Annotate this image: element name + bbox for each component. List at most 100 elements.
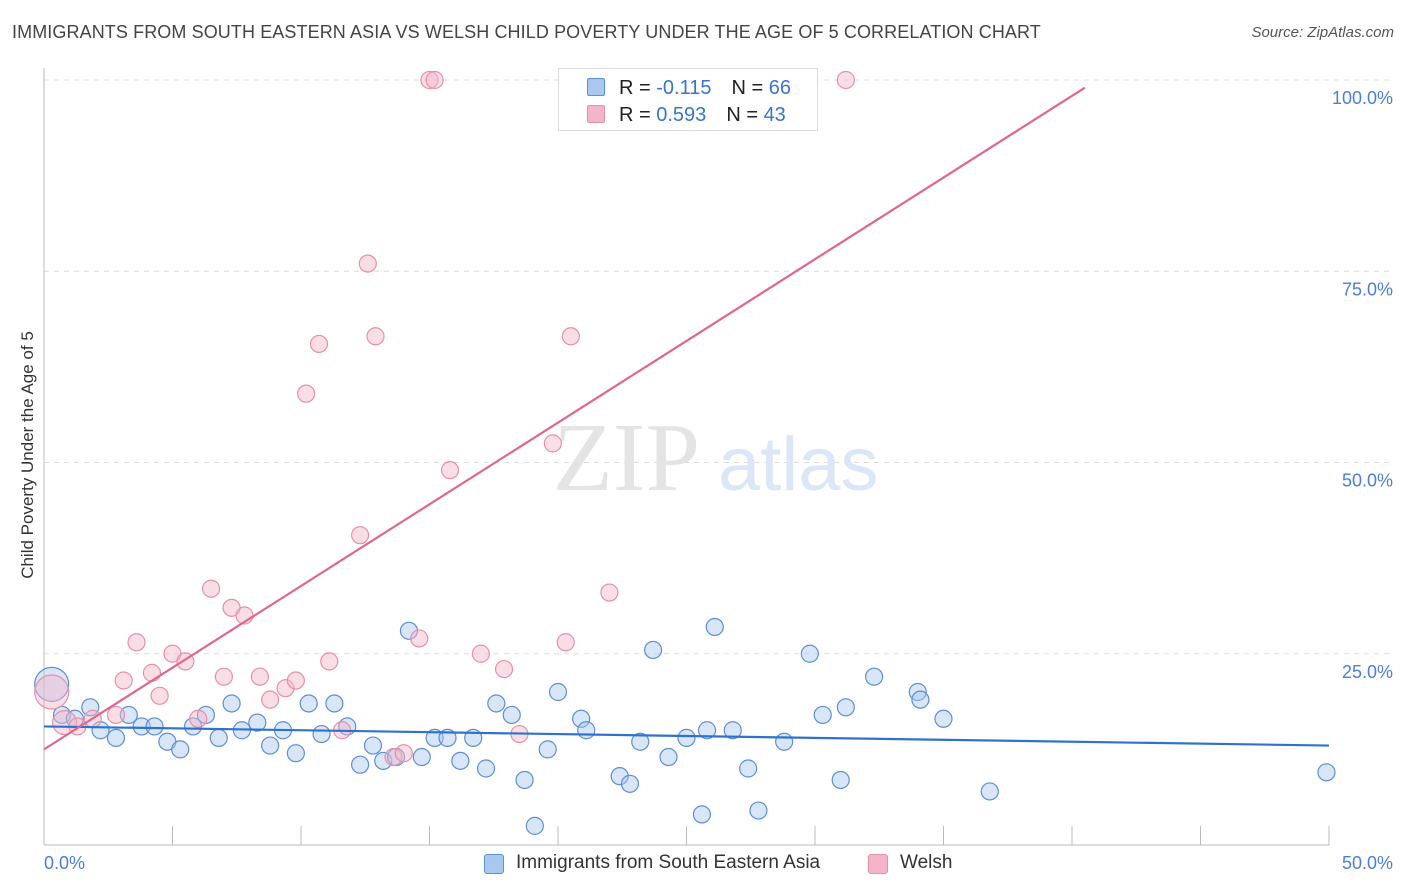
blue-point [723,721,742,740]
chart-source: Source: ZipAtlas.com [1251,24,1394,41]
blue-point [145,717,164,736]
legend-r-label: R = [619,77,657,99]
pink-point [543,434,562,453]
legend-n-value: 43 [763,104,786,126]
blue-point [222,694,241,713]
blue-point [538,740,557,759]
trend-lines [43,86,1330,751]
legend-swatch-blue [587,78,605,96]
pink-point [556,633,575,652]
y-tick-label: 50.0% [1342,471,1393,491]
pink-point [250,667,269,686]
blue-point [399,621,419,640]
blue-point [813,705,832,725]
blue-point [81,698,100,717]
pink-point [214,667,233,686]
watermark: ZIP atlas [553,404,879,512]
y-tick-label: 25.0% [1342,662,1393,682]
blue-point [502,705,521,725]
legend-r-label: R = [619,104,657,126]
x-tick-label: 50.0% [1342,853,1393,873]
pink-point [286,671,305,690]
blue-point [705,617,724,637]
blue-point [312,724,331,744]
blue-point [171,740,190,759]
blue-point [548,682,568,702]
pink-point [358,254,377,273]
blue-point [476,759,496,778]
blue-point [261,736,280,755]
x-tick-label: 0.0% [44,853,85,873]
blue-point [425,728,444,748]
blue-point [697,721,717,740]
legend-text-blue: R = -0.115 N = 66 [619,77,791,100]
pink-point [261,690,280,709]
blue-point [739,759,758,778]
pink-point [34,674,70,710]
blue-point [363,736,383,755]
pink-point [189,709,208,728]
legend-r-value: 0.593 [656,104,707,126]
y-tick-label: 100.0% [1332,88,1393,108]
bottom-legend-swatch-blue [484,854,504,874]
trend-line-blue [43,725,1330,747]
blue-point [515,770,534,790]
chart-title: IMMIGRANTS FROM SOUTH EASTERN ASIA VS WE… [12,22,1041,42]
pink-point [420,70,439,90]
blue-point [351,755,370,774]
pink-point [366,327,385,346]
blue-point [749,801,768,820]
blue-point [577,721,596,740]
blue-point [412,747,431,767]
x-tick-labels: 0.0% 50.0% [44,853,1393,873]
blue-point [631,732,650,751]
blue-point [525,816,544,835]
y-tick-labels: 25.0% 50.0% 75.0% 100.0% [1332,88,1393,682]
pink-point [127,633,146,652]
blue-point [572,709,591,728]
trend-line-pink [43,86,1086,751]
legend-r-value: -0.115 [656,77,712,99]
series-pink-points [34,70,855,767]
pink-point [309,334,329,354]
pink-point [394,744,413,763]
blue-point [1317,763,1336,782]
blue-point [836,698,855,717]
blue-point [248,713,267,732]
legend-swatch-pink [587,105,605,123]
pink-point [425,70,444,90]
blue-point [451,751,470,770]
blue-point [831,770,850,790]
pink-point [276,679,295,698]
blue-point [659,747,678,767]
pink-point [384,747,403,767]
blue-point [487,694,506,713]
pink-point [410,629,429,648]
blue-point [800,644,819,663]
bottom-legend-swatch-pink [868,854,888,874]
blue-point [132,717,151,736]
blue-point [299,694,318,713]
blue-point [911,690,930,709]
pink-point [150,686,169,705]
blue-point [438,728,457,748]
blue-point [677,728,696,748]
pink-point [836,70,855,90]
series-blue-points [34,617,1336,835]
pink-point [51,709,78,736]
blue-point [643,640,663,660]
pink-point [351,526,370,545]
pink-point [471,644,490,663]
blue-point [620,774,640,793]
watermark-atlas: atlas [718,422,879,507]
blue-point [775,732,794,751]
pink-point [320,652,339,671]
blue-point [106,728,126,748]
axes [43,68,1330,846]
blue-point [286,744,305,763]
legend-n-label: N = [726,104,764,126]
blue-point [865,667,884,686]
bottom-legend-label-pink: Welsh [900,852,953,873]
blue-point [934,709,953,728]
